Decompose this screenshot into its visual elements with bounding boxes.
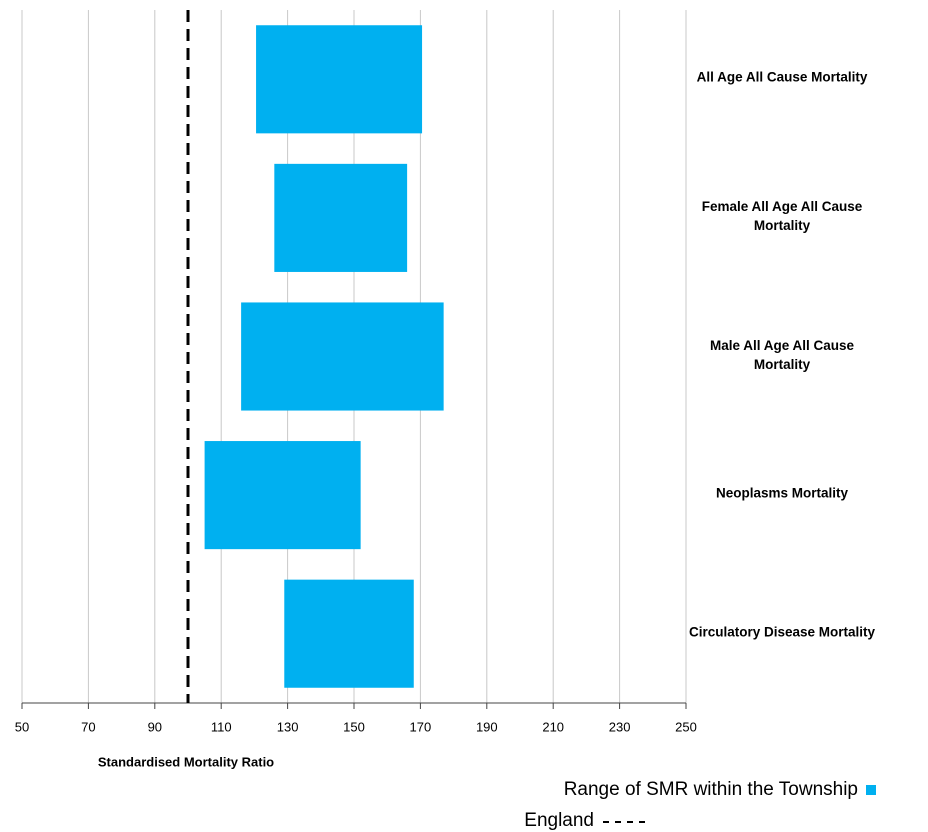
x-tick-label: 50 [15, 719, 29, 734]
x-tick-label: 170 [410, 719, 432, 734]
category-label: Female All Age All Cause Mortality [701, 198, 863, 233]
legend-swatch [866, 785, 876, 795]
legend-label: Range of SMR within the Township [564, 779, 858, 800]
x-tick-label: 250 [675, 719, 697, 734]
x-axis-label: Standardised Mortality Ratio [98, 754, 274, 769]
x-tick-label: 210 [542, 719, 564, 734]
bar [241, 302, 444, 411]
bar [256, 25, 423, 134]
x-tick-label: 90 [148, 719, 162, 734]
category-label: Circulatory Disease Mortality [688, 624, 876, 640]
bar [284, 579, 414, 688]
category-label: All Age All Cause Mortality [696, 69, 868, 85]
category-label: Neoplasms Mortality [715, 485, 849, 501]
bar [204, 441, 361, 550]
x-tick-label: 190 [476, 719, 498, 734]
bar [274, 163, 408, 272]
legend-label: England [524, 810, 594, 831]
x-tick-label: 130 [277, 719, 299, 734]
x-tick-label: 70 [81, 719, 95, 734]
x-tick-label: 230 [609, 719, 631, 734]
x-tick-label: 110 [211, 719, 232, 734]
x-tick-label: 150 [343, 719, 365, 734]
category-label: Male All Age All Cause Mortality [709, 337, 855, 372]
